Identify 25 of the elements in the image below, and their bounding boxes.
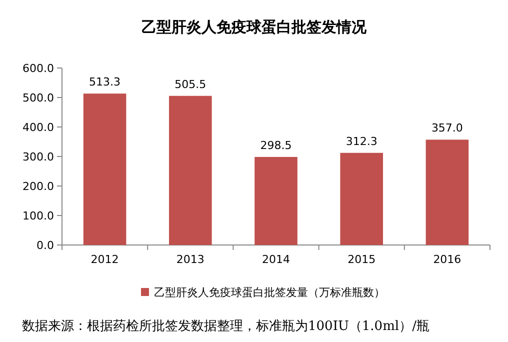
data-label: 513.3 xyxy=(89,76,121,89)
y-tick-label: 100.0 xyxy=(22,210,54,222)
y-tick-label: 400.0 xyxy=(22,121,54,134)
bar xyxy=(340,152,383,245)
bar xyxy=(254,156,298,245)
legend-label: 乙型肝炎人免疫球蛋白批签发量（万标准瓶数） xyxy=(154,286,385,299)
x-tick-label: 2014 xyxy=(262,253,290,266)
chart-title: 乙型肝炎人免疫球蛋白批签发情况 xyxy=(142,18,368,36)
x-tick-label: 2012 xyxy=(90,253,119,266)
data-label: 505.5 xyxy=(174,78,206,91)
data-label: 357.0 xyxy=(431,122,463,135)
data-label: 298.5 xyxy=(260,138,292,152)
bar xyxy=(426,140,469,245)
x-tick-label: 2015 xyxy=(348,253,376,266)
x-tick-label: 2016 xyxy=(433,253,462,266)
bar xyxy=(169,96,212,245)
bar xyxy=(83,94,126,245)
y-tick-label: 600.0 xyxy=(22,62,54,75)
y-tick-label: 200.0 xyxy=(22,180,54,193)
data-label: 312.3 xyxy=(346,134,378,148)
y-tick-label: 0.0 xyxy=(36,239,54,252)
y-tick-label: 500.0 xyxy=(22,92,54,104)
y-tick-label: 300.0 xyxy=(22,150,54,164)
x-tick-label: 2013 xyxy=(176,253,204,266)
source-note: 数据来源：根据药检所批签发数据整理，标准瓶为100IU（1.0ml）/瓶 xyxy=(22,319,430,334)
